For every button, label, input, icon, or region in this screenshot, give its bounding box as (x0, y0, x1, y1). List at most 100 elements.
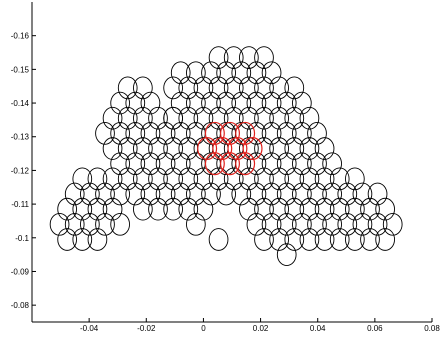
data-point (276, 182, 297, 206)
highlighted-point (235, 152, 256, 176)
data-point (170, 61, 191, 85)
data-point (329, 167, 350, 191)
data-point (223, 46, 244, 69)
data-point (117, 106, 138, 130)
data-point (186, 61, 206, 85)
data-point (186, 212, 206, 236)
data-point (276, 152, 297, 176)
data-point (284, 106, 305, 130)
data-point (102, 137, 123, 160)
data-point (57, 228, 77, 251)
data-point (254, 46, 274, 69)
data-point (276, 91, 297, 115)
data-point (80, 212, 100, 236)
data-point (117, 167, 138, 191)
data-point (269, 228, 289, 251)
data-point (261, 122, 282, 145)
data-point (125, 182, 146, 206)
data-point (155, 182, 176, 206)
data-point (276, 243, 297, 266)
data-point (276, 122, 297, 145)
data-point (284, 137, 305, 160)
data-point (201, 152, 221, 176)
data-point (117, 76, 138, 100)
data-point (133, 76, 153, 100)
data-point (208, 137, 229, 160)
data-point (261, 91, 282, 115)
data-point (110, 152, 130, 176)
data-point (239, 167, 259, 191)
highlighted-point (220, 121, 240, 145)
marks-layer (49, 46, 403, 266)
data-point (110, 91, 130, 115)
highlighted-point (235, 121, 256, 145)
data-point (292, 212, 312, 236)
data-point (352, 212, 373, 236)
data-point (307, 122, 327, 145)
data-point (269, 106, 289, 130)
data-point (95, 122, 115, 145)
data-point (208, 76, 229, 100)
data-point (208, 228, 229, 251)
data-point (223, 106, 244, 130)
data-point (284, 197, 305, 221)
data-point (352, 182, 373, 206)
data-point (216, 182, 236, 206)
data-point (254, 228, 274, 251)
data-point (193, 137, 214, 160)
data-point (117, 137, 138, 160)
data-point (186, 182, 206, 206)
data-point (87, 167, 108, 191)
data-point (299, 197, 320, 221)
x-tick-label: 0.04 (310, 324, 326, 333)
data-point (292, 152, 312, 176)
data-point (49, 212, 70, 236)
y-tick-label: -0.16 (11, 32, 30, 41)
ticks-layer: -0.04 -0.02 0 0.02 0.04 0.06 0.08 -0.16 -0.15 -0.… (11, 32, 440, 333)
y-tick-label: -0.08 (11, 301, 30, 310)
data-point (133, 167, 153, 191)
data-point (239, 46, 259, 69)
data-point (193, 167, 214, 191)
data-point (201, 122, 221, 145)
data-point (314, 197, 335, 221)
data-point (125, 152, 146, 176)
data-point (95, 182, 115, 206)
data-point (208, 167, 229, 191)
data-point (239, 197, 259, 221)
data-point (246, 182, 267, 206)
data-point (216, 122, 236, 145)
data-point (125, 91, 146, 115)
data-point (367, 212, 388, 236)
data-point (155, 152, 176, 176)
data-point (140, 152, 161, 176)
data-point (360, 228, 380, 251)
data-point (322, 182, 342, 206)
data-point (102, 106, 123, 130)
data-point (261, 152, 282, 176)
data-point (170, 122, 191, 145)
data-point (299, 228, 320, 251)
data-point (231, 152, 252, 176)
data-point (322, 212, 342, 236)
data-point (102, 197, 123, 221)
data-point (261, 182, 282, 206)
data-point (110, 212, 130, 236)
data-point (284, 228, 305, 251)
data-point (239, 106, 259, 130)
data-point (170, 152, 191, 176)
data-point (140, 122, 161, 145)
data-point (261, 212, 282, 236)
data-point (193, 197, 214, 221)
data-point (231, 122, 252, 145)
data-point (314, 137, 335, 160)
data-point (201, 91, 221, 115)
data-point (148, 197, 168, 221)
data-point (148, 167, 168, 191)
data-point (80, 182, 100, 206)
data-point (329, 197, 350, 221)
data-point (269, 137, 289, 160)
data-point (216, 152, 236, 176)
data-point (110, 122, 130, 145)
data-point (231, 91, 252, 115)
